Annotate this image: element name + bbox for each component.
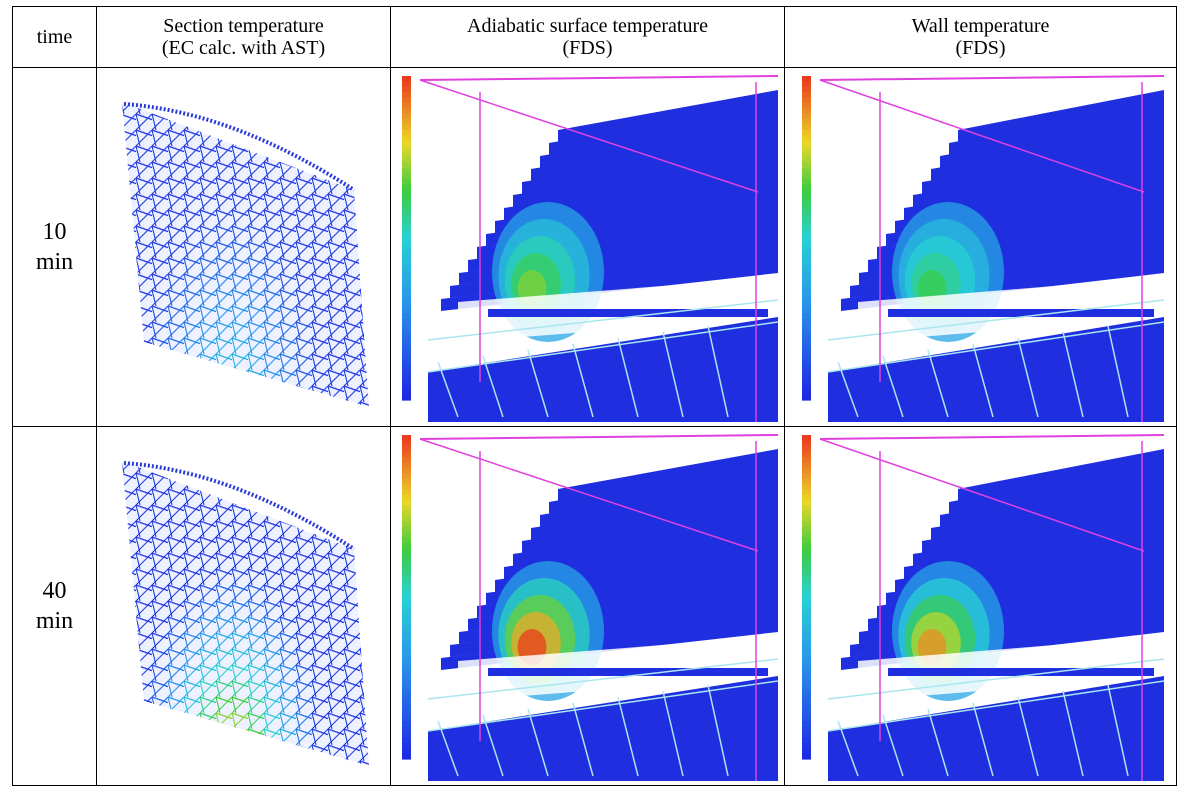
header-section-line2: (EC calc. with AST) [161, 37, 326, 59]
adiabatic-temperature-image [390, 426, 785, 786]
time-cell: 10 min [12, 67, 97, 427]
header-wall-temperature: Wall temperature (FDS) [784, 6, 1177, 68]
header-time-label: time [36, 26, 73, 48]
wall-temperature-image [784, 426, 1177, 786]
header-adiabatic-line2: (FDS) [562, 37, 613, 59]
lattice-mesh-plot [121, 461, 369, 766]
row-10-min: 10 min [12, 67, 1177, 427]
time-unit: min [35, 249, 74, 275]
header-row: time Section temperature (EC calc. with … [12, 6, 1177, 68]
lattice-mesh-plot [121, 102, 369, 407]
fds-render-wall [801, 75, 1164, 422]
results-table: time Section temperature (EC calc. with … [12, 6, 1177, 786]
fds-render-adiabatic [401, 434, 778, 781]
header-wall-line2: (FDS) [955, 37, 1006, 59]
fds-render-adiabatic [401, 75, 778, 422]
header-wall-line1: Wall temperature [911, 15, 1050, 37]
row-40-min: 40 min [12, 426, 1177, 786]
time-unit: min [35, 608, 74, 634]
header-section-line1: Section temperature [163, 15, 324, 37]
wall-temperature-image [784, 67, 1177, 427]
time-value: 40 [42, 578, 67, 604]
header-adiabatic-line1: Adiabatic surface temperature [467, 15, 708, 37]
time-value: 10 [42, 219, 67, 245]
section-temperature-image [96, 426, 391, 786]
time-cell: 40 min [12, 426, 97, 786]
fds-render-wall [801, 434, 1164, 781]
header-adiabatic-temperature: Adiabatic surface temperature (FDS) [390, 6, 785, 68]
adiabatic-temperature-image [390, 67, 785, 427]
header-time: time [12, 6, 97, 68]
section-temperature-image [96, 67, 391, 427]
header-section-temperature: Section temperature (EC calc. with AST) [96, 6, 391, 68]
